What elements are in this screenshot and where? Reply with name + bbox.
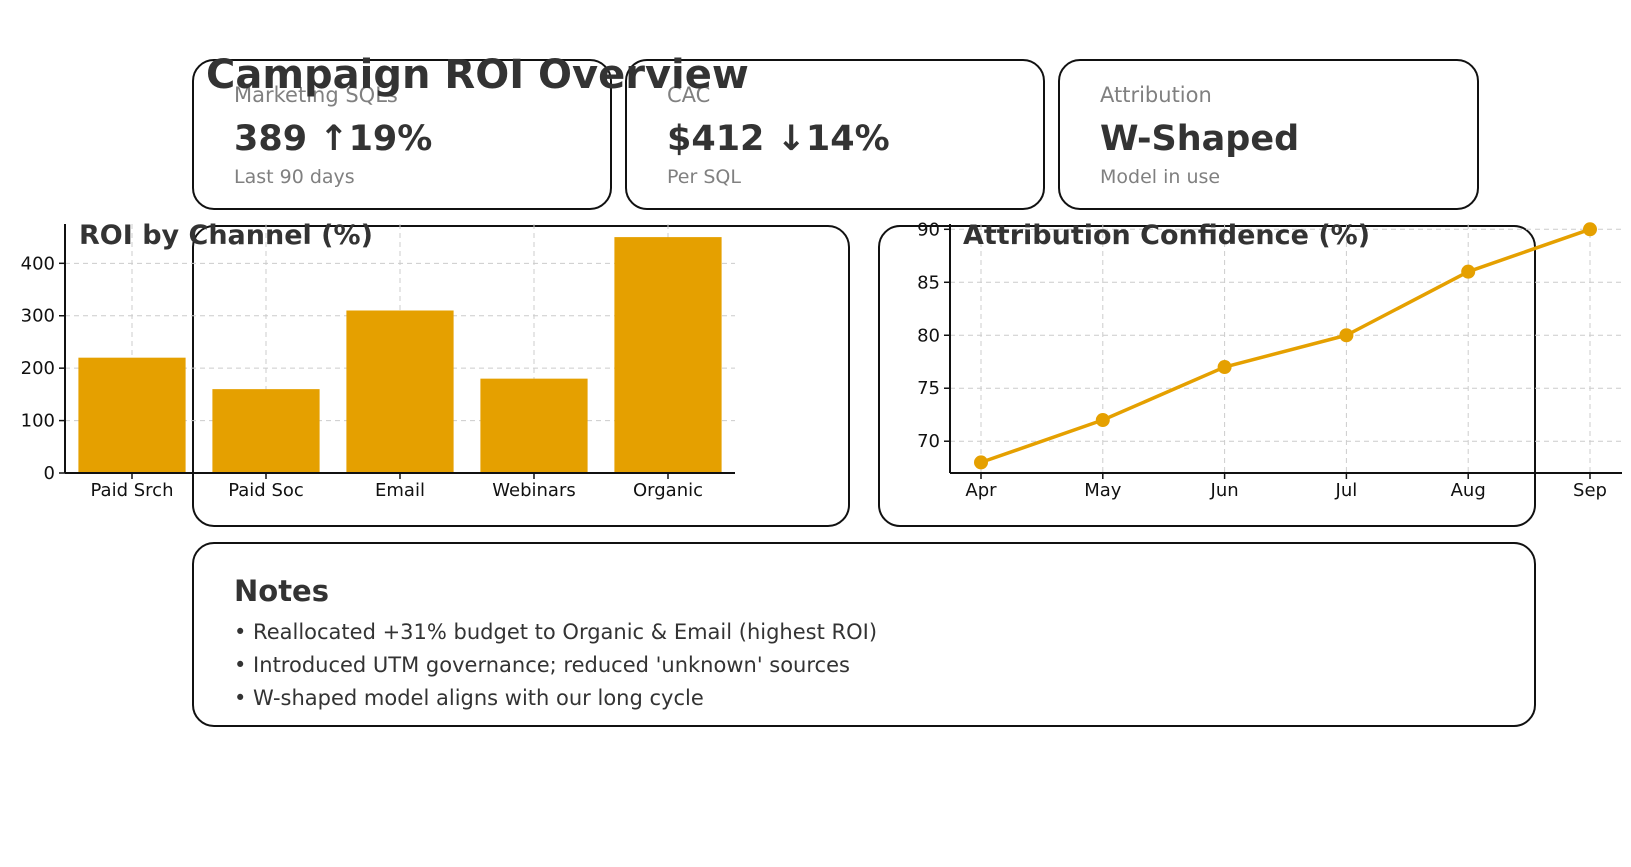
notes-panel: Notes • Reallocated +31% budget to Organ… xyxy=(192,542,1536,727)
notes-title: Notes xyxy=(234,574,329,608)
bar xyxy=(78,357,186,473)
kpi-label: CAC xyxy=(667,83,711,107)
x-tick-label: Organic xyxy=(633,480,703,501)
kpi-card-attribution: Attribution W-Shaped Model in use xyxy=(1058,59,1479,210)
roi-bar-chart: 0 100 200 300 400 Paid Srch Paid Soc Email Webin… xyxy=(21,220,735,501)
y-tick-label: 70 xyxy=(917,431,940,452)
kpi-value: $412 ↓14% xyxy=(667,119,890,159)
bar xyxy=(346,310,454,473)
x-tick-label: Apr xyxy=(965,480,997,501)
kpi-value: W-Shaped xyxy=(1100,119,1300,159)
y-tick-label: 300 xyxy=(21,306,55,327)
kpi-card-cac: CAC $412 ↓14% Per SQL xyxy=(625,59,1045,210)
bar xyxy=(480,378,588,473)
y-tick-label: 90 xyxy=(917,219,940,240)
y-tick-label: 85 xyxy=(917,272,940,293)
x-tick-label: Sep xyxy=(1573,480,1607,501)
data-point xyxy=(1461,264,1476,279)
y-tick-label: 400 xyxy=(21,253,55,274)
kpi-sub: Model in use xyxy=(1100,166,1221,188)
roi-chart-panel xyxy=(192,225,850,527)
kpi-label: Marketing SQLs xyxy=(234,83,398,107)
x-tick-label: Paid Srch xyxy=(91,480,174,501)
data-point xyxy=(1339,328,1354,343)
data-point xyxy=(974,455,988,470)
x-tick-label: Paid Soc xyxy=(228,480,304,501)
y-tick-label: 200 xyxy=(21,358,55,379)
series-line xyxy=(980,227,1591,465)
note-item: • Introduced UTM governance; reduced 'un… xyxy=(234,653,850,677)
data-point xyxy=(1583,222,1597,237)
kpi-card-sqls: Marketing SQLs 389 ↑19% Last 90 days xyxy=(192,59,612,210)
y-tick-label: 100 xyxy=(21,411,55,432)
note-item: • W-shaped model aligns with our long cy… xyxy=(234,686,704,710)
attribution-line-chart: 70 75 80 85 90 Apr May Jun Jul Aug Sep Attribution … xyxy=(917,219,1622,501)
x-tick-label: Webinars xyxy=(492,480,575,501)
kpi-label: Attribution xyxy=(1100,83,1212,107)
bar xyxy=(212,389,320,473)
kpi-value: 389 ↑19% xyxy=(234,119,433,159)
x-tick-label: Jul xyxy=(1335,480,1358,501)
bar xyxy=(614,237,722,473)
kpi-sub: Per SQL xyxy=(667,166,741,188)
x-tick-label: Email xyxy=(375,480,425,501)
x-tick-label: Jun xyxy=(1210,480,1239,501)
data-point xyxy=(1217,360,1232,375)
note-item: • Reallocated +31% budget to Organic & E… xyxy=(234,620,878,644)
chart-title: Attribution Confidence (%) xyxy=(963,220,1370,251)
data-point xyxy=(1095,413,1110,428)
y-tick-label: 80 xyxy=(917,325,940,346)
x-tick-label: May xyxy=(1084,480,1122,501)
chart-title: ROI by Channel (%) xyxy=(79,220,373,251)
kpi-sub: Last 90 days xyxy=(234,166,355,188)
y-tick-label: 75 xyxy=(917,378,940,399)
x-tick-label: Aug xyxy=(1451,480,1486,501)
page-title: Campaign ROI Overview xyxy=(206,52,749,98)
y-tick-label: 0 xyxy=(44,463,55,484)
notes-list: • Reallocated +31% budget to Organic & E… xyxy=(234,616,877,715)
